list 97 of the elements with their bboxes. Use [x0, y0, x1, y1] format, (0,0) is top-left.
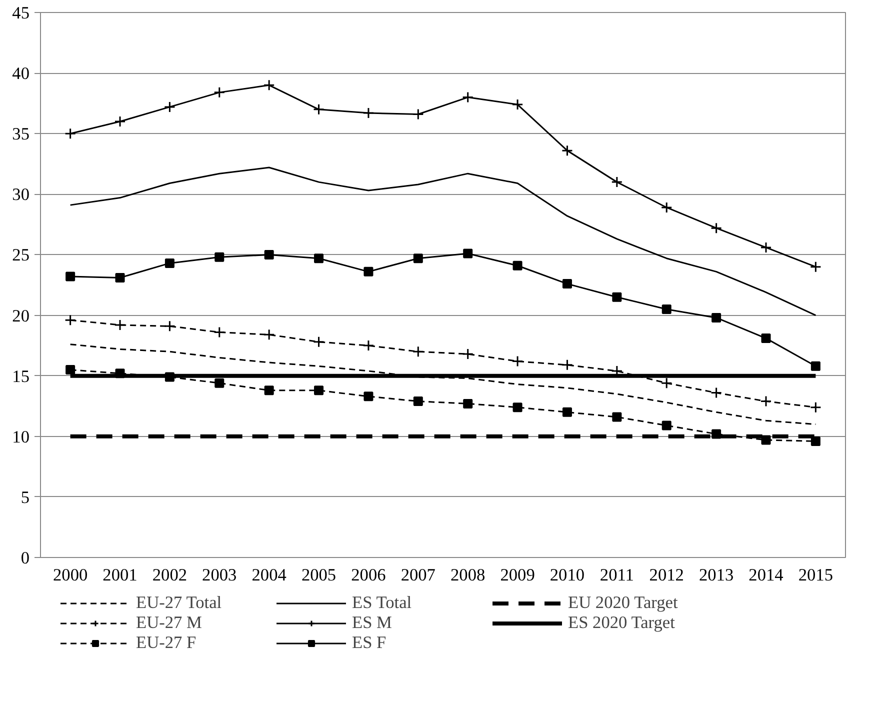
point: [364, 266, 374, 276]
x-tick-label: 2007: [400, 566, 436, 584]
y-tick-label: 15: [12, 366, 30, 386]
point: [412, 346, 424, 358]
point: [214, 378, 224, 388]
point: [712, 429, 722, 439]
x-tick-label: 2004: [252, 566, 287, 584]
point: [810, 402, 822, 414]
point: [413, 396, 423, 406]
x-tick-label: 2009: [500, 566, 535, 584]
point: [561, 359, 573, 371]
point: [313, 336, 325, 348]
point: [611, 176, 623, 188]
point: [64, 314, 76, 326]
point: [214, 86, 226, 98]
y-tick-label: 5: [20, 488, 30, 507]
y-tick-label: 10: [12, 427, 30, 446]
legend-label: EU-27 Total: [136, 593, 223, 613]
y-tick-label: 20: [12, 306, 30, 326]
x-tick-label: 2006: [351, 566, 386, 584]
point: [66, 272, 76, 282]
point: [214, 326, 226, 338]
point: [612, 292, 622, 302]
point: [512, 402, 522, 412]
x-tick-label: 2001: [102, 566, 138, 584]
point: [264, 250, 274, 260]
point: [66, 365, 76, 375]
point: [463, 248, 473, 258]
y-tick-label: 0: [20, 548, 30, 568]
point: [313, 104, 325, 116]
y-tick-label: 25: [12, 246, 30, 265]
x-tick-label: 2000: [52, 566, 88, 584]
x-tick-label: 2014: [748, 566, 784, 584]
point: [710, 387, 722, 399]
x-tick-label: 2003: [202, 566, 237, 584]
point: [761, 435, 771, 445]
point: [462, 348, 474, 360]
point: [562, 279, 572, 289]
x-tick-label: 2010: [550, 566, 585, 584]
point: [364, 392, 374, 402]
point: [362, 340, 374, 352]
point: [314, 254, 324, 264]
point: [314, 386, 324, 396]
point: [263, 328, 275, 340]
legend-label: EU 2020 Target: [568, 593, 679, 613]
legend-label: EU-27 F: [136, 633, 198, 653]
point: [412, 108, 424, 120]
point: [761, 334, 771, 344]
point: [164, 320, 176, 332]
point: [712, 312, 722, 322]
x-tick-label: 2008: [450, 566, 486, 584]
point: [263, 79, 275, 91]
legend-label: ES M: [352, 613, 393, 633]
legend-label: EU-27 M: [136, 613, 203, 633]
point: [662, 304, 672, 314]
point: [164, 258, 174, 268]
point: [512, 98, 524, 110]
line-series: [70, 166, 816, 316]
point: [214, 252, 224, 262]
point: [810, 436, 820, 446]
point: [810, 361, 820, 371]
point: [413, 254, 423, 264]
y-tick-label: 40: [12, 64, 30, 84]
point: [760, 242, 772, 254]
point: [64, 128, 76, 140]
point: [114, 116, 126, 128]
y-tick-label: 35: [12, 124, 30, 144]
legend-label: ES Total: [352, 593, 413, 613]
legend-label: ES F: [352, 633, 388, 653]
point: [462, 92, 474, 104]
point: [660, 202, 672, 214]
point: [760, 396, 772, 408]
y-tick-label: 30: [12, 185, 30, 204]
point: [660, 377, 672, 389]
x-tick-label: 2011: [600, 566, 634, 584]
x-tick-label: 2015: [798, 566, 834, 584]
x-tick-label: 2005: [301, 566, 336, 584]
point: [810, 261, 822, 273]
point: [115, 272, 125, 282]
point: [512, 260, 522, 270]
point: [710, 222, 722, 234]
point: [662, 420, 672, 430]
legend-label: ES 2020 Target: [568, 613, 676, 633]
line-series: [70, 344, 816, 426]
point: [362, 107, 374, 119]
point: [512, 356, 524, 368]
point: [612, 412, 622, 422]
point: [114, 319, 126, 331]
point: [264, 386, 274, 396]
point: [561, 144, 573, 156]
x-tick-label: 2002: [152, 566, 188, 584]
point: [164, 101, 176, 113]
x-tick-label: 2012: [649, 566, 684, 584]
x-tick-label: 2013: [698, 566, 734, 584]
y-tick-label: 45: [12, 4, 30, 22]
point: [463, 398, 473, 408]
point: [562, 407, 572, 417]
